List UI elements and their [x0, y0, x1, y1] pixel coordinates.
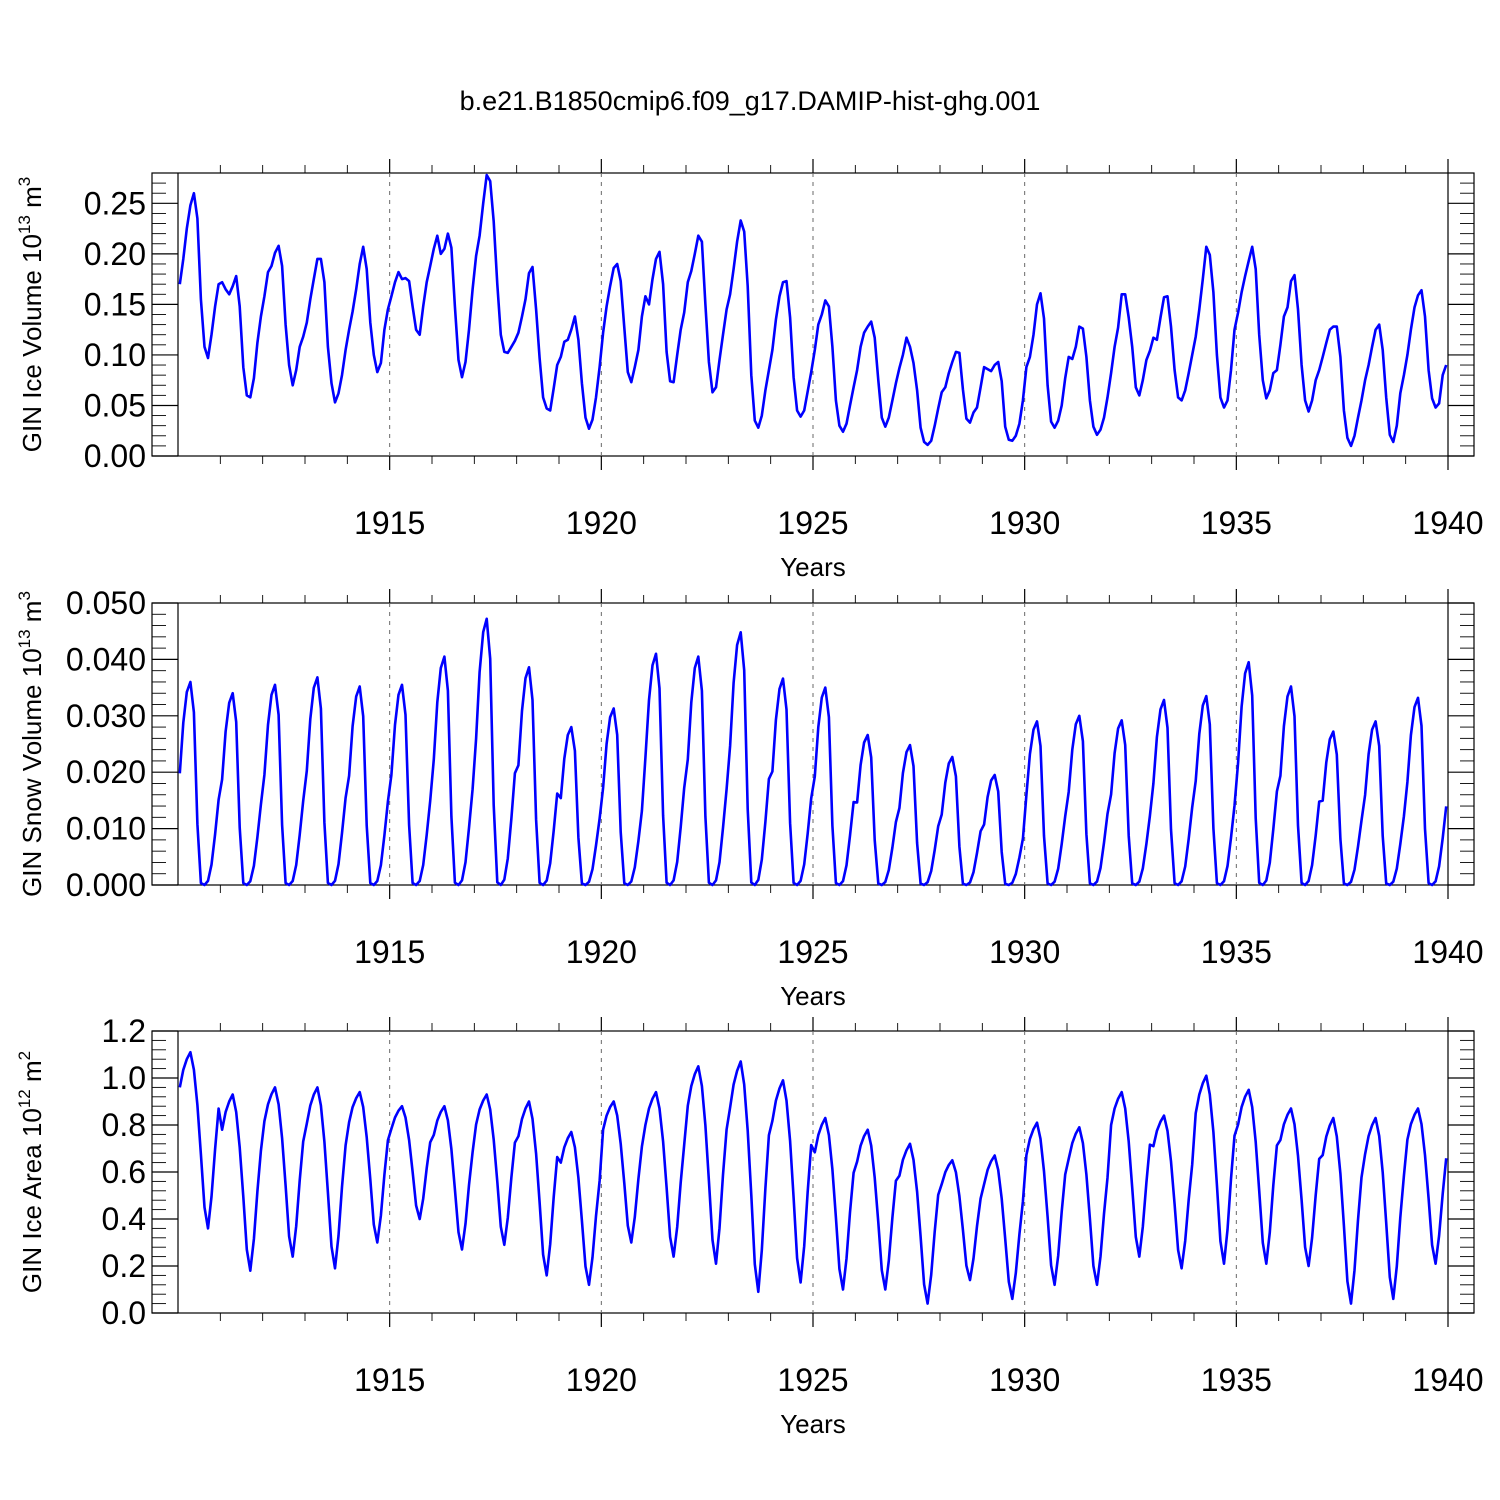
x-tick-label: 1925 — [777, 505, 848, 541]
x-tick-label: 1920 — [566, 505, 637, 541]
plot-frame — [151, 172, 1475, 457]
x-tick-label: 1925 — [777, 934, 848, 970]
ice-area-panel: 1915 1920 1925 1930 1935 1940 Years 0.0 0.2 0.4 0.… — [15, 1013, 1484, 1439]
x-tick-label: 1920 — [566, 934, 637, 970]
y-tick-label: 0.15 — [84, 286, 146, 322]
y-tick-label: 0.050 — [66, 585, 146, 621]
y-tick-label: 0.20 — [84, 236, 146, 272]
x-tick-label: 1935 — [1201, 934, 1272, 970]
x-axis-title: Years — [780, 981, 846, 1011]
x-tick-label: 1940 — [1412, 1362, 1483, 1398]
x-axis-title: Years — [780, 552, 846, 582]
x-axis-title: Years — [780, 1409, 846, 1439]
x-tick-label: 1915 — [354, 934, 425, 970]
y-tick-label: 0.020 — [66, 754, 146, 790]
y-tick-label: 0.25 — [84, 185, 146, 221]
y-tick-label: 0.000 — [66, 867, 146, 903]
x-tick-label: 1920 — [566, 1362, 637, 1398]
x-tick-label: 1930 — [989, 1362, 1060, 1398]
x-tick-label: 1915 — [354, 1362, 425, 1398]
y-tick-label: 0.05 — [84, 387, 146, 423]
y-tick-label: 1.0 — [102, 1060, 146, 1096]
x-tick-label: 1940 — [1412, 505, 1483, 541]
x-tick-label: 1925 — [777, 1362, 848, 1398]
y-tick-label: 0.0 — [102, 1295, 146, 1331]
y-tick-label: 0.2 — [102, 1248, 146, 1284]
x-tick-label: 1935 — [1201, 505, 1272, 541]
y-tick-label: 0.010 — [66, 811, 146, 847]
y-axis-title: GIN Snow Volume 1013 m3 — [15, 591, 47, 897]
y-tick-label: 1.2 — [102, 1013, 146, 1049]
y-tick-label: 0.00 — [84, 438, 146, 474]
series-line — [178, 173, 1448, 448]
figure-title: b.e21.B1850cmip6.f09_g17.DAMIP-hist-ghg.… — [460, 86, 1041, 116]
y-tick-label: 0.030 — [66, 698, 146, 734]
y-axis-title: GIN Ice Volume 1013 m3 — [15, 177, 47, 453]
x-tick-label: 1915 — [354, 505, 425, 541]
y-tick-label: 0.10 — [84, 337, 146, 373]
x-tick-label: 1930 — [989, 934, 1060, 970]
series-line — [178, 1050, 1448, 1305]
y-tick-label: 0.6 — [102, 1154, 146, 1190]
y-tick-label: 0.8 — [102, 1107, 146, 1143]
y-tick-label: 0.040 — [66, 641, 146, 677]
y-tick-label: 0.4 — [102, 1201, 146, 1237]
y-axis-title: GIN Ice Area 1012 m2 — [15, 1051, 47, 1293]
series-line — [178, 617, 1448, 887]
ice-volume-panel: 1915 1920 1925 1930 1935 1940 Years 0.00 0.05 0.1… — [15, 159, 1484, 582]
snow-volume-panel: 1915 1920 1925 1930 1935 1940 Years 0.000 0.010 0… — [15, 585, 1484, 1011]
x-tick-label: 1930 — [989, 505, 1060, 541]
x-tick-label: 1940 — [1412, 934, 1483, 970]
x-tick-label: 1935 — [1201, 1362, 1272, 1398]
